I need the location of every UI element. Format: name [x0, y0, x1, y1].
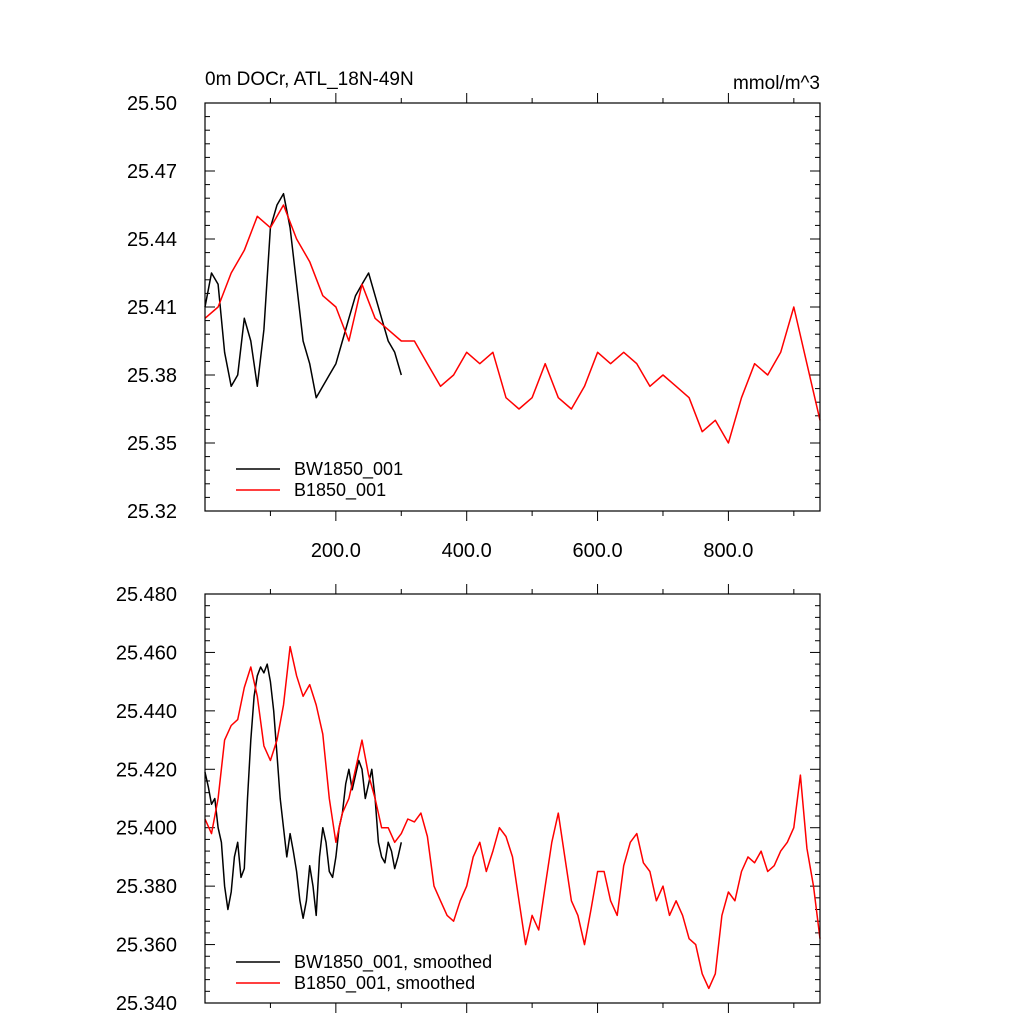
bottom-panel-series: [204, 645, 821, 990]
series-line-bw1850-001: [204, 192, 403, 399]
y-tick-label: 25.41: [127, 297, 177, 319]
top-panel-title: 0m DOCr, ATL_18N-49N: [205, 69, 414, 90]
legend-label-b1850-smoothed: B1850_001, smoothed: [294, 973, 475, 994]
y-tick-label: 25.440: [116, 701, 177, 723]
series-line-b1850-001-smoothed: [204, 645, 821, 990]
bottom-panel-ticks: 25.340 25.360 25.380 25.400 25.420 25.440 25.4…: [116, 584, 820, 1015]
bottom-panel-legend: BW1850_001, smoothed B1850_001, smoothed: [236, 952, 492, 994]
top-panel-units: mmol/m^3: [733, 73, 820, 94]
bottom-panel: 25.340 25.360 25.380 25.400 25.420 25.440 25.4…: [116, 584, 821, 1015]
x-tick-label: 400.0: [442, 540, 492, 562]
x-tick-label: 800.0: [703, 540, 753, 562]
series-line-bw1850-001-smoothed: [204, 663, 403, 920]
legend-label-bw1850-smoothed: BW1850_001, smoothed: [294, 952, 492, 973]
top-panel: 0m DOCr, ATL_18N-49N mmol/m^3 25.32 25.35…: [127, 69, 821, 562]
y-tick-label: 25.380: [116, 876, 177, 898]
x-tick-label: 200.0: [311, 540, 361, 562]
y-tick-label: 25.360: [116, 935, 177, 957]
legend-label-bw1850: BW1850_001: [294, 459, 403, 480]
y-tick-label: 25.340: [116, 993, 177, 1015]
y-tick-label: 25.460: [116, 642, 177, 664]
legend-label-b1850: B1850_001: [294, 480, 386, 501]
y-tick-label: 25.420: [116, 759, 177, 781]
top-panel-legend: BW1850_001 B1850_001: [236, 459, 403, 501]
y-tick-label: 25.44: [127, 229, 177, 251]
y-tick-label: 25.47: [127, 161, 177, 183]
x-tick-label: 600.0: [573, 540, 623, 562]
y-tick-label: 25.400: [116, 818, 177, 840]
y-tick-label: 25.32: [127, 501, 177, 523]
series-line-b1850-001: [204, 204, 821, 444]
y-tick-label: 25.480: [116, 584, 177, 606]
y-tick-label: 25.35: [127, 433, 177, 455]
bottom-panel-frame: [204, 593, 821, 1004]
top-panel-ticks: 25.32 25.35 25.38 25.41 25.44 25.47 25.50 200.0…: [127, 93, 820, 562]
top-panel-frame: [204, 102, 821, 512]
y-tick-label: 25.50: [127, 93, 177, 115]
top-panel-series: [204, 192, 821, 444]
y-tick-label: 25.38: [127, 365, 177, 387]
